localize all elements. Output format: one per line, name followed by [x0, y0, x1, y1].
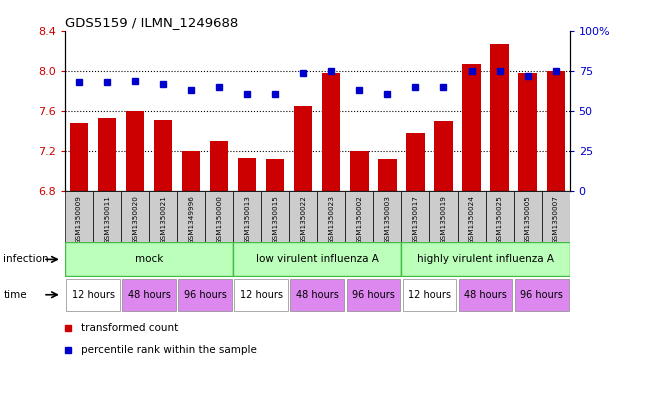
Bar	[430, 191, 458, 242]
Text: 48 hours: 48 hours	[464, 290, 507, 300]
Bar	[126, 111, 145, 191]
Text: GSM1350005: GSM1350005	[525, 195, 531, 244]
Bar	[154, 120, 173, 191]
Bar	[98, 118, 117, 191]
Text: GSM1350022: GSM1350022	[300, 195, 307, 244]
Text: GSM1350009: GSM1350009	[76, 195, 82, 244]
Text: transformed count: transformed count	[81, 323, 178, 333]
Text: mock: mock	[135, 254, 163, 264]
Text: GSM1350011: GSM1350011	[104, 195, 110, 244]
Bar	[294, 106, 312, 191]
Bar	[178, 279, 232, 310]
Bar	[462, 64, 480, 191]
Text: 96 hours: 96 hours	[520, 290, 563, 300]
Text: GSM1350019: GSM1350019	[441, 195, 447, 244]
Bar	[546, 71, 564, 191]
Bar	[66, 279, 120, 310]
Bar	[65, 191, 93, 242]
Bar	[290, 279, 344, 310]
Text: low virulent influenza A: low virulent influenza A	[256, 254, 379, 264]
Text: percentile rank within the sample: percentile rank within the sample	[81, 345, 257, 355]
Bar	[234, 279, 288, 310]
Bar	[514, 191, 542, 242]
Bar	[238, 158, 256, 191]
Bar	[518, 73, 536, 191]
Text: infection: infection	[3, 254, 49, 264]
Bar	[93, 191, 121, 242]
Text: GSM1350015: GSM1350015	[272, 195, 279, 244]
Bar	[70, 123, 89, 191]
Bar	[149, 191, 177, 242]
Text: GSM1350003: GSM1350003	[385, 195, 391, 244]
Bar	[490, 44, 508, 191]
Bar	[486, 191, 514, 242]
Bar	[122, 279, 176, 310]
Text: GDS5159 / ILMN_1249688: GDS5159 / ILMN_1249688	[65, 17, 238, 29]
Bar	[210, 141, 229, 191]
Bar	[205, 191, 233, 242]
Text: GSM1350023: GSM1350023	[328, 195, 335, 244]
Text: time: time	[3, 290, 27, 300]
Bar	[322, 73, 340, 191]
Bar	[402, 279, 456, 310]
Bar	[402, 191, 430, 242]
Bar	[65, 242, 233, 276]
Bar	[317, 191, 346, 242]
Text: GSM1350017: GSM1350017	[413, 195, 419, 244]
Text: 12 hours: 12 hours	[72, 290, 115, 300]
Text: 12 hours: 12 hours	[408, 290, 451, 300]
Text: GSM1350002: GSM1350002	[356, 195, 363, 244]
Text: GSM1350024: GSM1350024	[469, 195, 475, 244]
Bar	[346, 279, 400, 310]
Bar	[402, 242, 570, 276]
Bar	[233, 242, 402, 276]
Bar	[346, 191, 374, 242]
Text: GSM1350025: GSM1350025	[497, 195, 503, 244]
Bar	[434, 121, 452, 191]
Text: 48 hours: 48 hours	[296, 290, 339, 300]
Text: 96 hours: 96 hours	[352, 290, 395, 300]
Bar	[406, 133, 424, 191]
Bar	[177, 191, 205, 242]
Bar	[350, 151, 368, 191]
Bar	[458, 191, 486, 242]
Bar	[266, 159, 284, 191]
Text: GSM1350021: GSM1350021	[160, 195, 166, 244]
Text: GSM1350020: GSM1350020	[132, 195, 138, 244]
Text: 96 hours: 96 hours	[184, 290, 227, 300]
Text: GSM1349996: GSM1349996	[188, 195, 194, 244]
Bar	[515, 279, 568, 310]
Text: 48 hours: 48 hours	[128, 290, 171, 300]
Bar	[289, 191, 318, 242]
Bar	[233, 191, 261, 242]
Text: GSM1350013: GSM1350013	[244, 195, 250, 244]
Bar	[261, 191, 289, 242]
Bar	[374, 191, 402, 242]
Bar	[542, 191, 570, 242]
Bar	[378, 159, 396, 191]
Text: GSM1350007: GSM1350007	[553, 195, 559, 244]
Text: 12 hours: 12 hours	[240, 290, 283, 300]
Bar	[182, 151, 201, 191]
Bar	[458, 279, 512, 310]
Bar	[121, 191, 149, 242]
Text: GSM1350000: GSM1350000	[216, 195, 222, 244]
Text: highly virulent influenza A: highly virulent influenza A	[417, 254, 554, 264]
